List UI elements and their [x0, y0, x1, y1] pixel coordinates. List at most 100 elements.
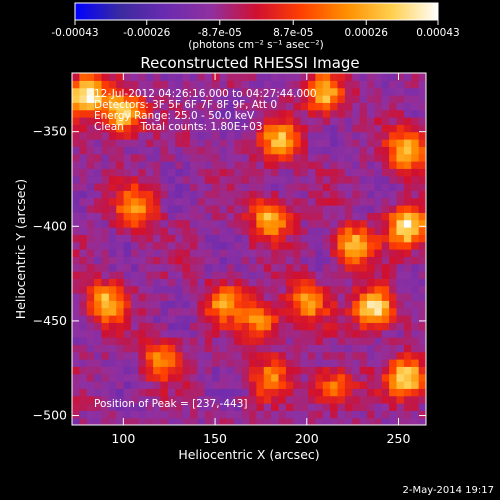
- heatmap-cell: [352, 388, 361, 397]
- y-axis-ticks: −350−400−450−500: [33, 124, 426, 423]
- heatmap-cell: [79, 366, 88, 375]
- heatmap-cell: [108, 80, 117, 89]
- heatmap-cell: [411, 388, 420, 397]
- heatmap-cell: [308, 87, 316, 96]
- heatmap-cell: [197, 146, 206, 155]
- heatmap-cell: [403, 117, 412, 125]
- heatmap-cell: [418, 263, 426, 272]
- heatmap-cell: [234, 234, 243, 243]
- heatmap-cell: [278, 381, 287, 389]
- heatmap-cell: [94, 373, 103, 382]
- heatmap-cell: [219, 337, 228, 345]
- heatmap-cell: [330, 410, 339, 419]
- heatmap-cell: [79, 80, 88, 89]
- heatmap-cell: [418, 183, 426, 191]
- heatmap-cell: [344, 373, 353, 382]
- heatmap-cell: [226, 410, 235, 419]
- heatmap-cell: [278, 263, 287, 272]
- heatmap-cell: [145, 131, 154, 140]
- heatmap-cell: [72, 366, 80, 375]
- heatmap-cell: [241, 403, 250, 411]
- heatmap-cell: [322, 293, 331, 301]
- heatmap-cell: [359, 271, 368, 279]
- heatmap-cell: [226, 300, 235, 309]
- heatmap-cell: [374, 117, 383, 125]
- heatmap-cell: [374, 337, 383, 345]
- heatmap-cell: [72, 388, 80, 397]
- heatmap-cell: [330, 73, 339, 81]
- heatmap-cell: [293, 73, 302, 81]
- heatmap-cell: [322, 212, 331, 221]
- heatmap-cell: [72, 197, 80, 206]
- heatmap-cell: [418, 117, 426, 125]
- heatmap-cell: [94, 329, 103, 338]
- heatmap-cell: [116, 183, 125, 191]
- heatmap-cell: [219, 293, 228, 301]
- heatmap-cell: [175, 351, 184, 360]
- heatmap-cell: [300, 366, 309, 375]
- heatmap-cell: [212, 197, 221, 206]
- heatmap-cell: [72, 381, 80, 389]
- heatmap-cell: [234, 388, 243, 397]
- heatmap-cell: [131, 315, 139, 323]
- heatmap-cell: [123, 417, 132, 425]
- heatmap-cell: [403, 307, 412, 316]
- heatmap-cell: [263, 124, 272, 133]
- heatmap-cell: [308, 300, 316, 309]
- heatmap-cell: [418, 403, 426, 411]
- heatmap-cell: [278, 109, 287, 118]
- heatmap-cell: [271, 73, 280, 81]
- heatmap-cell: [101, 197, 110, 206]
- heatmap-cell: [197, 124, 206, 133]
- heatmap-cell: [263, 139, 272, 147]
- heatmap-cell: [396, 300, 405, 309]
- heatmap-cell: [411, 307, 420, 316]
- heatmap-cell: [389, 124, 398, 133]
- heatmap-cell: [263, 131, 272, 140]
- heatmap-cell: [271, 381, 280, 389]
- heatmap-cell: [293, 153, 302, 162]
- heatmap-cell: [94, 161, 103, 169]
- heatmap-cell: [72, 109, 80, 118]
- heatmap-cell: [381, 234, 390, 243]
- heatmap-cell: [381, 175, 390, 184]
- heatmap-cell: [153, 219, 162, 228]
- heatmap-cell: [330, 168, 339, 177]
- heatmap-cell: [278, 359, 287, 367]
- heatmap-cell: [367, 80, 375, 89]
- heatmap-cell: [285, 271, 294, 279]
- heatmap-cell: [278, 300, 287, 309]
- heatmap-cell: [94, 168, 103, 177]
- heatmap-cell: [381, 124, 390, 133]
- heatmap-cell: [153, 234, 162, 243]
- heatmap-cell: [79, 403, 88, 411]
- heatmap-cell: [389, 95, 398, 103]
- heatmap-cell: [101, 80, 110, 89]
- heatmap-cell: [175, 373, 184, 382]
- heatmap-cell: [153, 175, 162, 184]
- heatmap-cell: [403, 227, 412, 235]
- heatmap-cell: [411, 80, 420, 89]
- heatmap-cell: [219, 102, 228, 111]
- heatmap-cell: [167, 139, 176, 147]
- heatmap-cell: [197, 190, 206, 199]
- heatmap-cell: [389, 359, 398, 367]
- heatmap-cell: [322, 161, 331, 169]
- heatmap-cell: [315, 373, 324, 382]
- heatmap-cell: [285, 117, 294, 125]
- heatmap-cell: [359, 300, 368, 309]
- heatmap-cell: [322, 366, 331, 375]
- heatmap-cell: [315, 219, 324, 228]
- heatmap-cell: [212, 373, 221, 382]
- heatmap-cell: [182, 344, 191, 353]
- heatmap-cell: [160, 117, 169, 125]
- heatmap-cell: [256, 139, 265, 147]
- heatmap-cell: [108, 403, 117, 411]
- heatmap-cell: [322, 153, 331, 162]
- heatmap-cell: [145, 344, 154, 353]
- heatmap-cell: [182, 417, 191, 425]
- heatmap-cell: [123, 307, 132, 316]
- heatmap-cell: [278, 293, 287, 301]
- heatmap-cell: [396, 190, 405, 199]
- heatmap-cell: [300, 190, 309, 199]
